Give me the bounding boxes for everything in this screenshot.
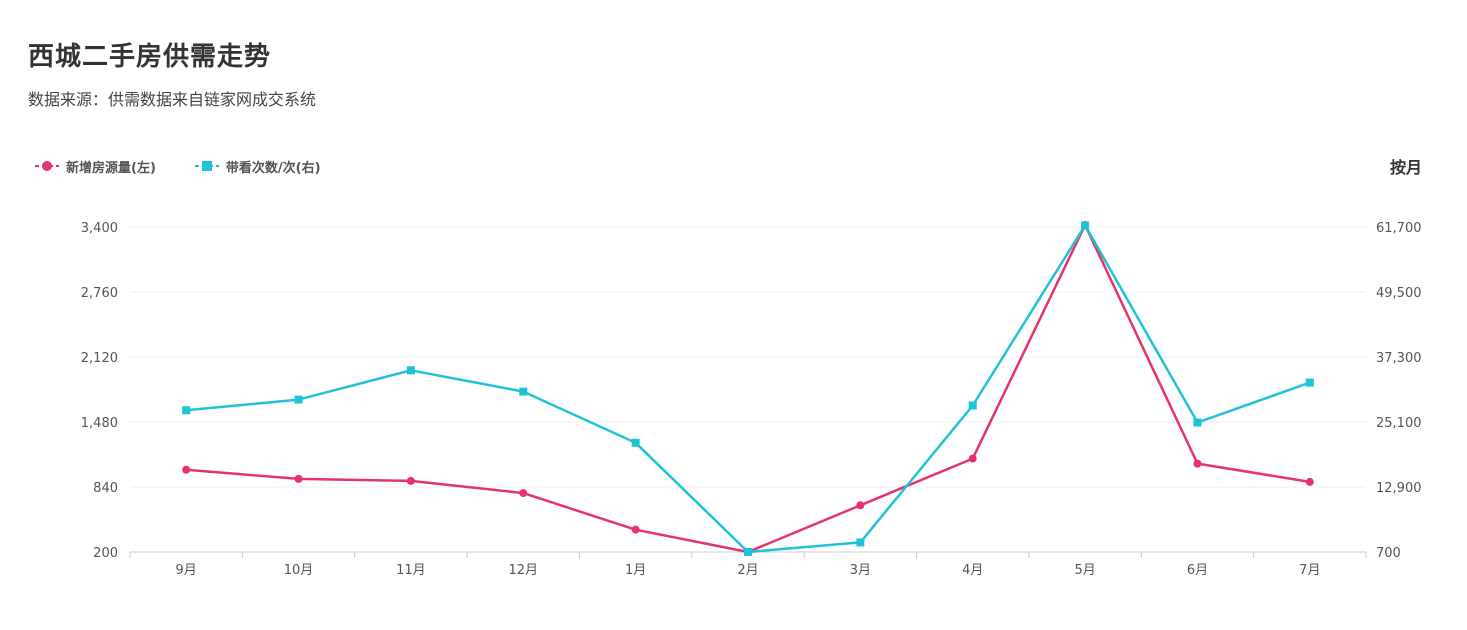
x-tick-label: 4月 — [962, 563, 983, 578]
y-left-tick-label: 1,480 — [81, 416, 118, 431]
data-point — [182, 406, 191, 415]
legend-label-viewings: 带看次数/次(右) — [225, 160, 321, 176]
series-line-0 — [186, 223, 1311, 554]
data-point — [631, 438, 640, 447]
legend-item-supply[interactable]: 新增房源量(左) — [34, 157, 156, 176]
y-right-tick-label: 49,500 — [1376, 286, 1422, 301]
x-tick-label: 7月 — [1299, 563, 1320, 578]
x-tick-label: 2月 — [737, 563, 758, 578]
y-right-tick-label: 12,900 — [1376, 481, 1422, 496]
data-point — [1305, 477, 1314, 486]
legend-label-supply: 新增房源量(左) — [66, 160, 156, 176]
x-tick-label: 11月 — [396, 563, 426, 578]
x-tick-label: 6月 — [1187, 563, 1208, 578]
data-point — [1193, 418, 1202, 427]
series — [182, 220, 1314, 556]
x-tick-label: 5月 — [1074, 563, 1095, 578]
data-point — [631, 525, 640, 534]
circle-marker-icon — [35, 161, 59, 171]
y-left-tick-label: 3,400 — [81, 221, 118, 236]
x-tick-label: 10月 — [284, 563, 314, 578]
y-right-tick-label: 61,700 — [1376, 221, 1422, 236]
y-right-tick-label: 700 — [1376, 546, 1401, 561]
y-left-tick-label: 2,760 — [81, 286, 118, 301]
data-point — [968, 401, 977, 410]
chart-title: 西城二手房供需走势 — [28, 42, 272, 72]
square-marker-icon — [194, 161, 219, 171]
x-tick-label: 12月 — [508, 563, 538, 578]
data-point — [519, 489, 528, 498]
data-point — [406, 366, 415, 375]
y-left-tick-label: 200 — [93, 546, 118, 561]
data-point — [519, 387, 528, 396]
axes: 200 700 840 12,900 1,480 25,100 2,120 37,300 2,7… — [81, 221, 1422, 578]
y-right-tick-label: 37,300 — [1376, 351, 1422, 366]
period-label[interactable]: 按月 — [1389, 158, 1422, 177]
y-left-tick-label: 840 — [93, 481, 118, 496]
data-point — [182, 465, 191, 474]
x-tick-label: 9月 — [176, 563, 197, 578]
data-point — [294, 474, 303, 483]
data-point — [294, 395, 303, 404]
legend-item-viewings[interactable]: 带看次数/次(右) — [194, 157, 321, 176]
data-point — [406, 476, 415, 485]
data-point — [744, 548, 752, 556]
data-point — [1081, 221, 1090, 230]
x-tick-label: 3月 — [850, 563, 871, 578]
data-point — [968, 454, 977, 463]
legend: 新增房源量(左) 带看次数/次(右) — [34, 156, 359, 176]
series-line-1 — [186, 224, 1311, 554]
y-right-tick-label: 25,100 — [1376, 416, 1422, 431]
data-point — [1305, 378, 1314, 387]
data-point — [856, 538, 865, 547]
y-left-tick-label: 2,120 — [81, 351, 118, 366]
data-point — [1193, 459, 1202, 468]
data-point — [856, 501, 865, 510]
grid-lines — [130, 226, 1366, 488]
chart-subtitle: 数据来源：供需数据来自链家网成交系统 — [28, 90, 317, 109]
x-tick-label: 1月 — [625, 563, 646, 578]
